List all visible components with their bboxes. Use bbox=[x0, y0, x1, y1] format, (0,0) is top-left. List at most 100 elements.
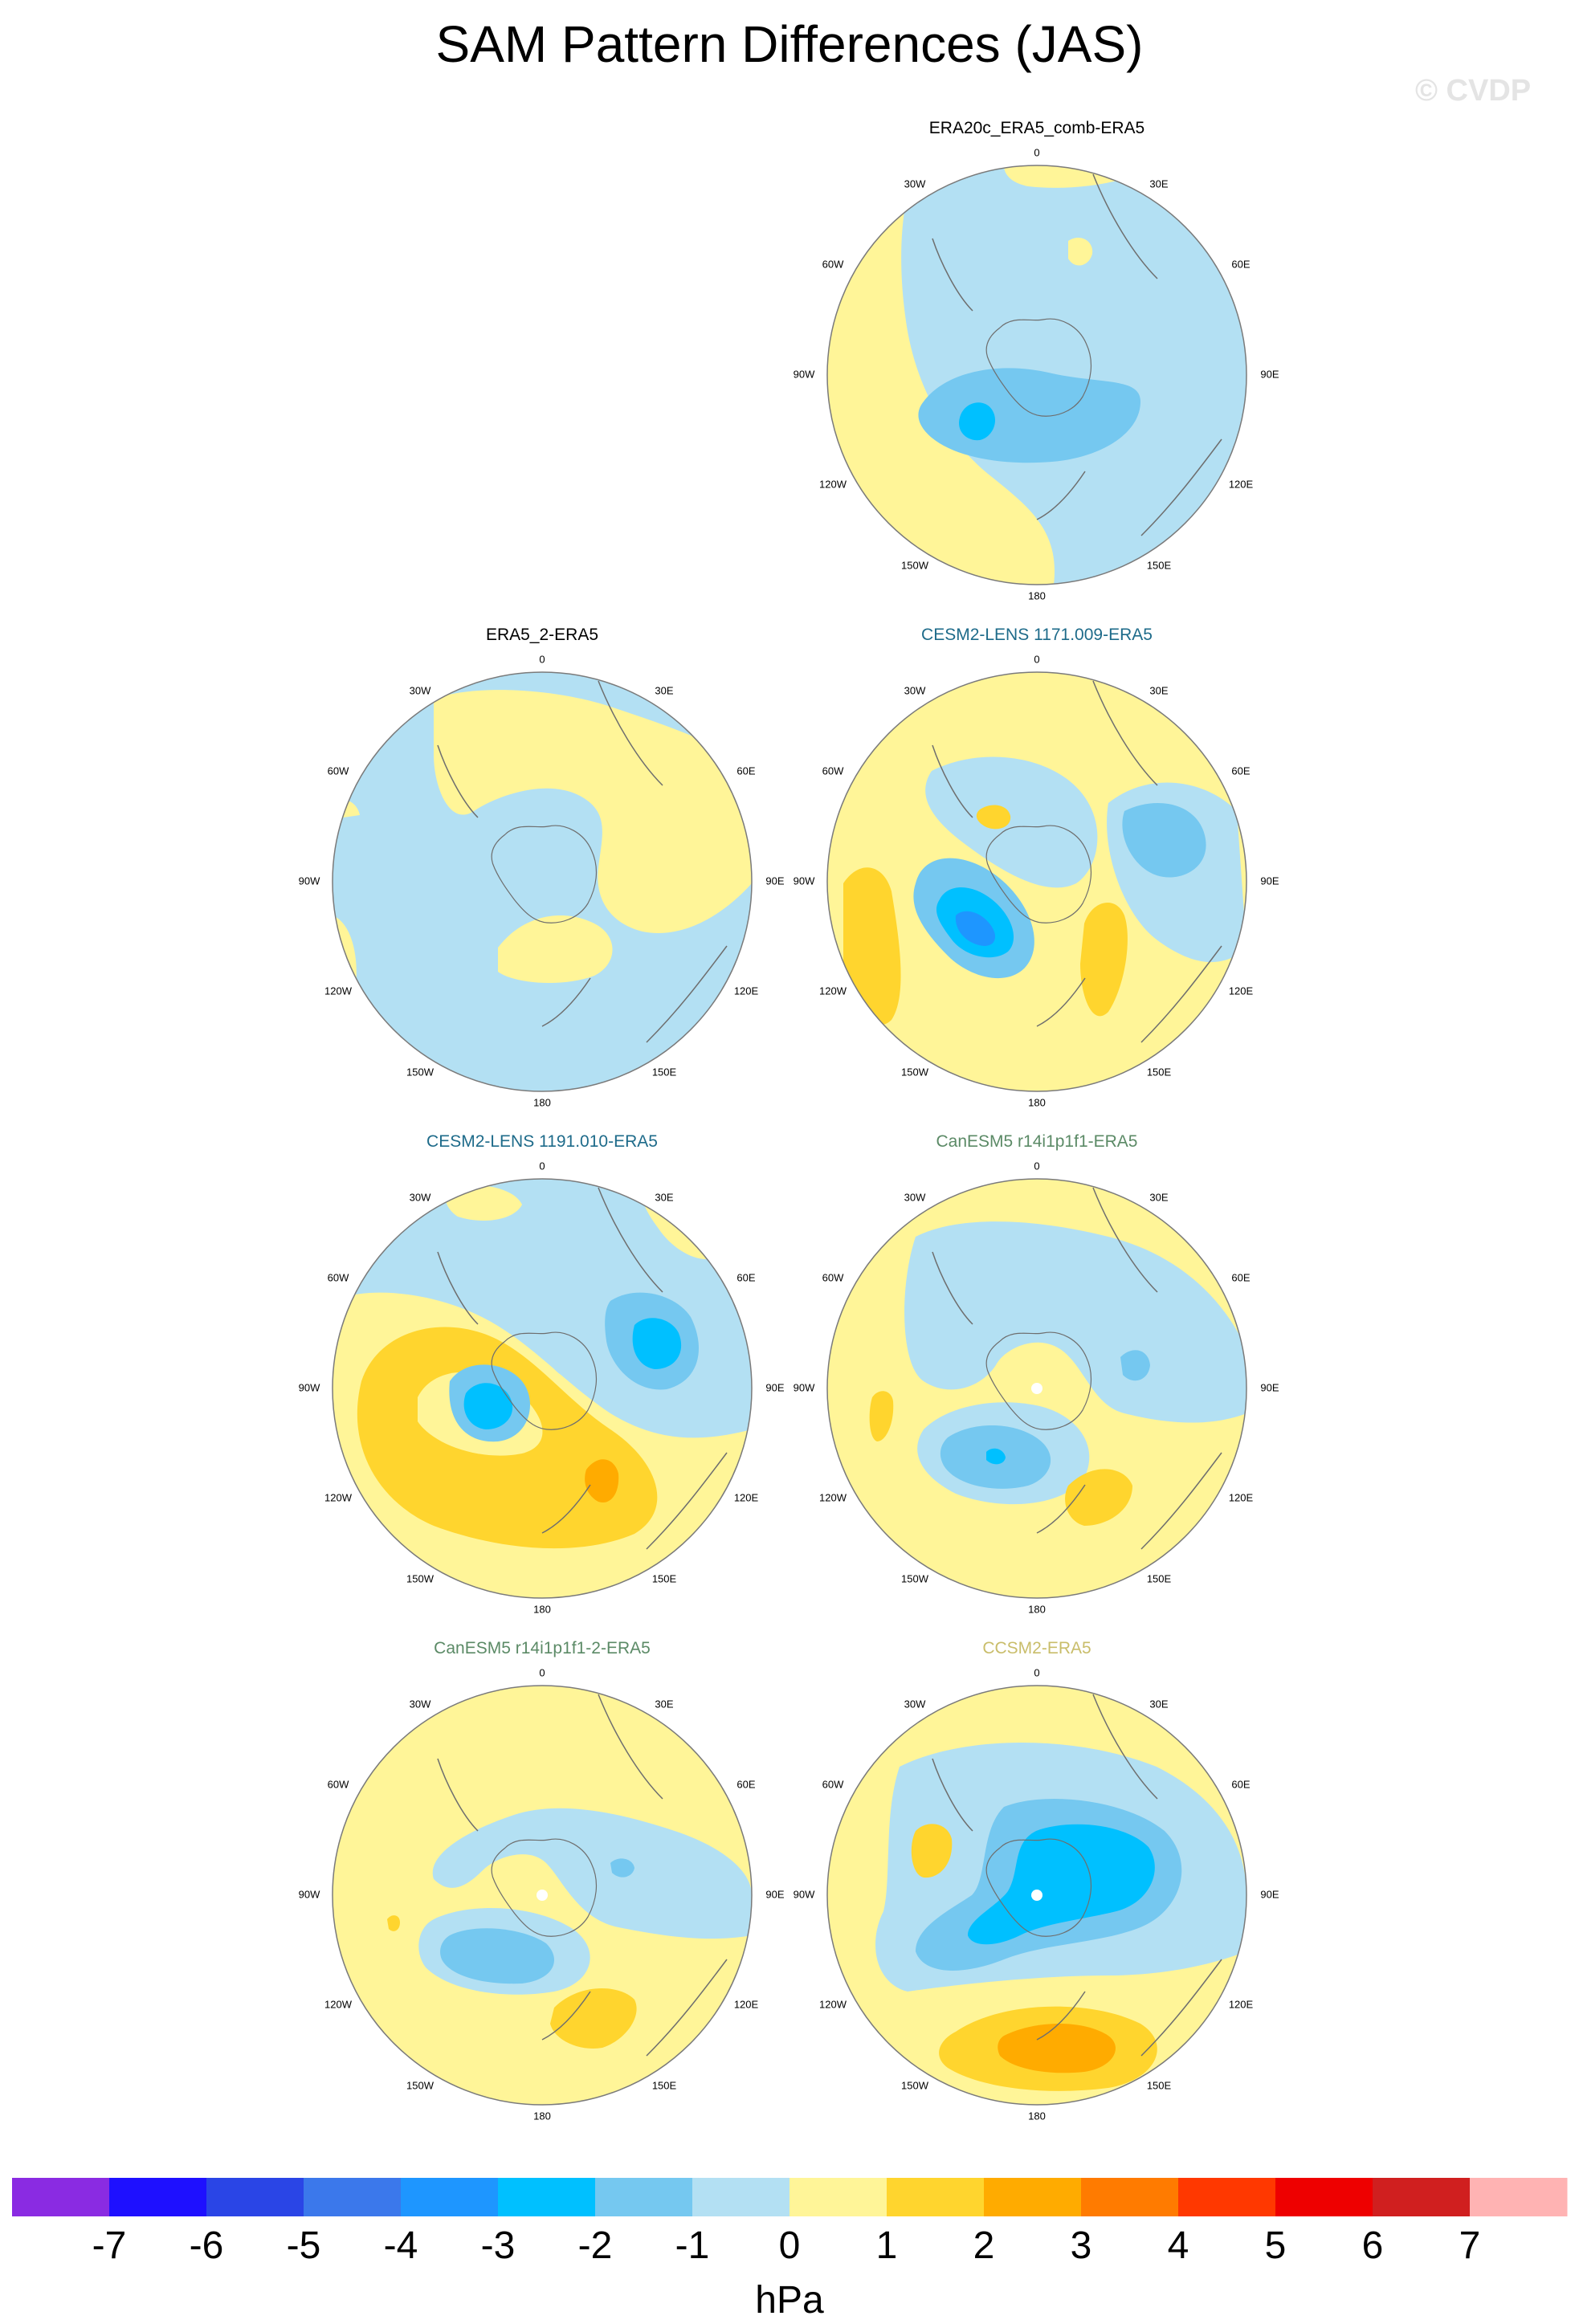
coastline-era5-2 bbox=[437, 680, 728, 1043]
svg-text:60W: 60W bbox=[822, 764, 844, 777]
svg-text:150E: 150E bbox=[652, 1572, 677, 1584]
panel-canesm5-r14: CanESM5 r14i1p1f1-ERA5 0 30E 60E 90E 120… bbox=[794, 1132, 1279, 1615]
svg-text:60E: 60E bbox=[736, 1778, 755, 1790]
coastline-era20c bbox=[932, 173, 1222, 536]
colorbar-tick-label: -3 bbox=[481, 2224, 516, 2267]
main-title: SAM Pattern Differences (JAS) bbox=[435, 15, 1144, 73]
svg-text:30W: 30W bbox=[904, 684, 926, 696]
colorbar-tick-label: -5 bbox=[287, 2224, 321, 2267]
pole-marker-ccsm2 bbox=[1031, 1890, 1042, 1901]
svg-text:90W: 90W bbox=[794, 875, 815, 887]
svg-text:150W: 150W bbox=[406, 1572, 435, 1584]
svg-text:120W: 120W bbox=[324, 1998, 353, 2010]
svg-text:120W: 120W bbox=[819, 985, 847, 997]
svg-text:120E: 120E bbox=[1229, 1491, 1254, 1503]
svg-text:180: 180 bbox=[1028, 1603, 1046, 1615]
svg-text:60E: 60E bbox=[736, 764, 755, 777]
svg-text:90E: 90E bbox=[765, 875, 784, 887]
coastline-canesm5-r14 bbox=[932, 1187, 1222, 1550]
colorbar-tick-label: 6 bbox=[1362, 2224, 1384, 2267]
svg-text:90W: 90W bbox=[299, 1888, 320, 1900]
colorbar-box bbox=[595, 2178, 693, 2216]
svg-text:150E: 150E bbox=[1147, 1066, 1172, 1078]
panel-title-canesm5-r14: CanESM5 r14i1p1f1-ERA5 bbox=[936, 1132, 1138, 1151]
svg-text:150W: 150W bbox=[406, 2079, 435, 2091]
colorbar-box bbox=[498, 2178, 596, 2216]
colorbar-tick-label: -1 bbox=[675, 2224, 710, 2267]
colorbar-tick-labels: -7 -6 -5 -4 -3 -2 -1 0 1 2 3 4 5 6 7 bbox=[92, 2224, 1481, 2267]
svg-text:180: 180 bbox=[533, 1603, 551, 1615]
svg-text:30W: 30W bbox=[904, 1698, 926, 1710]
colorbar-tick-label: -7 bbox=[92, 2224, 127, 2267]
coastline-canesm5-r14-2 bbox=[437, 1694, 728, 2057]
svg-text:30E: 30E bbox=[655, 1191, 673, 1203]
svg-text:120W: 120W bbox=[324, 985, 353, 997]
colorbar-tick-label: 2 bbox=[973, 2224, 995, 2267]
degree-labels-ccsm2: 0 30E 60E 90E 120E 150E 180 150W 120W 90… bbox=[794, 1666, 1279, 2122]
panel-canesm5-r14-2: CanESM5 r14i1p1f1-2-ERA5 0 30E 60E 90E 1… bbox=[299, 1639, 785, 2122]
degree-labels-canesm5-r14: 0 30E 60E 90E 120E 150E 180 150W 120W 90… bbox=[794, 1160, 1279, 1615]
degree-labels-cesm2-1191: 0 30E 60E 90E 120E 150E 180 150W 120W 90… bbox=[299, 1160, 785, 1615]
svg-text:150E: 150E bbox=[652, 1066, 677, 1078]
panel-era5-2: ERA5_2-ERA5 0 30E 60E 90E 120E 150E 180 … bbox=[299, 626, 785, 1108]
svg-text:0: 0 bbox=[539, 1160, 545, 1172]
pole-marker-canesm5-r14-2 bbox=[537, 1890, 548, 1901]
svg-text:180: 180 bbox=[1028, 1096, 1046, 1108]
colorbar-box bbox=[1081, 2178, 1179, 2216]
colorbar-unit: hPa bbox=[755, 2279, 824, 2322]
svg-text:0: 0 bbox=[1034, 1666, 1039, 1678]
svg-text:150E: 150E bbox=[1147, 1572, 1172, 1584]
svg-text:30E: 30E bbox=[1149, 177, 1168, 190]
svg-text:60W: 60W bbox=[822, 258, 844, 270]
colorbar-tick-label: 4 bbox=[1168, 2224, 1189, 2267]
svg-text:30W: 30W bbox=[904, 1191, 926, 1203]
degree-labels-cesm2-1171: 0 30E 60E 90E 120E 150E 180 150W 120W 90… bbox=[794, 653, 1279, 1108]
colorbar-box bbox=[1178, 2178, 1276, 2216]
colorbar-tick-label: 0 bbox=[779, 2224, 801, 2267]
svg-text:30E: 30E bbox=[1149, 1191, 1168, 1203]
svg-text:0: 0 bbox=[1034, 653, 1039, 665]
colorbar-box bbox=[206, 2178, 304, 2216]
svg-text:90E: 90E bbox=[1260, 875, 1279, 887]
degree-labels-canesm5-r14-2: 0 30E 60E 90E 120E 150E 180 150W 120W 90… bbox=[299, 1666, 785, 2122]
map-panels: ERA20c_ERA5_comb-ERA5 0 30E 60E 90E 120E… bbox=[299, 119, 1279, 2122]
svg-text:60E: 60E bbox=[1231, 1778, 1250, 1790]
svg-text:90W: 90W bbox=[794, 1381, 815, 1393]
coastline-cesm2-1191 bbox=[437, 1187, 728, 1550]
svg-text:150W: 150W bbox=[901, 559, 929, 571]
colorbar-box bbox=[1373, 2178, 1471, 2216]
contour-fill-canesm5-r14 bbox=[827, 1179, 1246, 1598]
svg-text:60W: 60W bbox=[328, 764, 349, 777]
svg-text:120E: 120E bbox=[1229, 478, 1254, 490]
svg-text:150W: 150W bbox=[901, 1572, 929, 1584]
svg-text:60E: 60E bbox=[1231, 258, 1250, 270]
svg-text:30W: 30W bbox=[410, 1698, 431, 1710]
svg-text:90E: 90E bbox=[1260, 1888, 1279, 1900]
svg-text:150W: 150W bbox=[901, 1066, 929, 1078]
svg-text:90W: 90W bbox=[794, 1888, 815, 1900]
svg-text:0: 0 bbox=[539, 653, 545, 665]
svg-text:90E: 90E bbox=[1260, 368, 1279, 380]
colorbar-box bbox=[12, 2178, 110, 2216]
svg-text:0: 0 bbox=[1034, 146, 1039, 158]
svg-text:90W: 90W bbox=[794, 368, 815, 380]
svg-text:120E: 120E bbox=[1229, 985, 1254, 997]
contour-fill-cesm2-1171 bbox=[827, 672, 1246, 1091]
colorbar-box bbox=[887, 2178, 985, 2216]
colorbar-box bbox=[304, 2178, 402, 2216]
panel-ccsm2: CCSM2-ERA5 0 30E 60E 90E 120E 150E 180 1… bbox=[794, 1639, 1279, 2122]
panel-title-era20c: ERA20c_ERA5_comb-ERA5 bbox=[929, 119, 1144, 137]
panel-title-ccsm2: CCSM2-ERA5 bbox=[982, 1639, 1091, 1657]
svg-text:60E: 60E bbox=[1231, 764, 1250, 777]
colorbar-tick-label: -4 bbox=[384, 2224, 418, 2267]
panel-cesm2-1171: CESM2-LENS 1171.009-ERA5 0 30E 60E 90E 1… bbox=[794, 626, 1279, 1108]
svg-text:150W: 150W bbox=[406, 1066, 435, 1078]
svg-text:30E: 30E bbox=[1149, 1698, 1168, 1710]
colorbar-tick-label: -6 bbox=[190, 2224, 224, 2267]
svg-text:30E: 30E bbox=[1149, 684, 1168, 696]
svg-text:120E: 120E bbox=[734, 1998, 759, 2010]
svg-text:120E: 120E bbox=[734, 1491, 759, 1503]
colorbar-tick-label: 5 bbox=[1265, 2224, 1287, 2267]
coastline-cesm2-1171 bbox=[932, 680, 1222, 1043]
